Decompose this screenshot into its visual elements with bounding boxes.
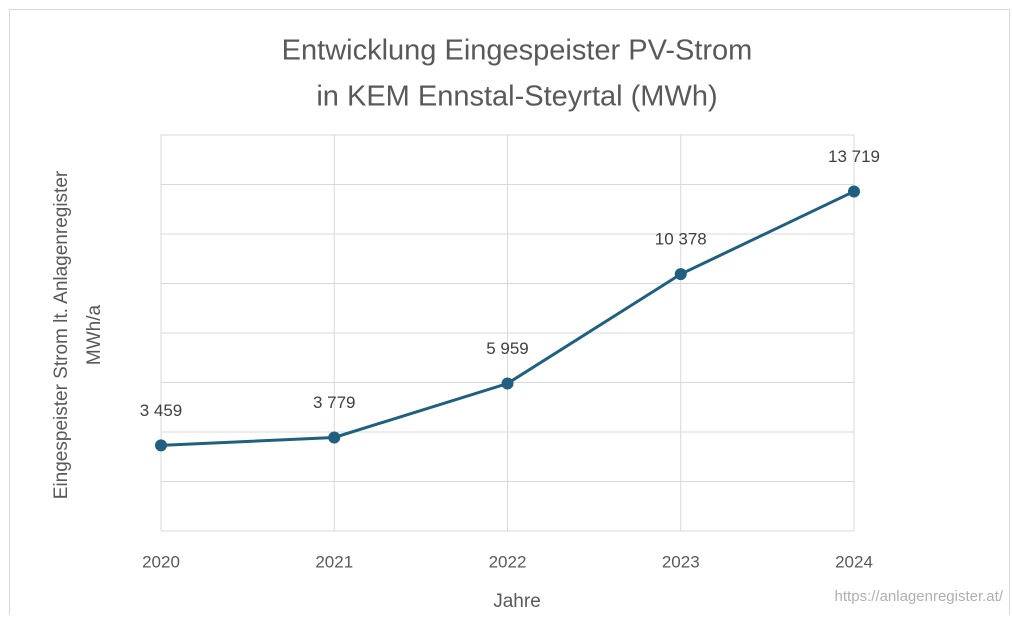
data-label: 3 459 xyxy=(140,401,183,420)
x-axis-label: Jahre xyxy=(493,591,541,612)
x-tick-label: 2021 xyxy=(315,552,353,571)
y-axis-label: Eingespeister Strom lt. Anlagenregister xyxy=(51,170,72,499)
chart-title: in KEM Ennstal-Steyrtal (MWh) xyxy=(316,81,717,113)
x-tick-label: 2020 xyxy=(142,552,180,571)
marker xyxy=(328,431,341,444)
x-tick-label: 2023 xyxy=(662,552,700,571)
x-tick-label: 2024 xyxy=(835,552,873,571)
data-label: 13 719 xyxy=(828,147,880,166)
source: https://anlagenregister.at/ xyxy=(835,588,1004,605)
data-label: 3 779 xyxy=(313,393,356,412)
marker xyxy=(674,268,687,281)
marker xyxy=(501,377,514,390)
marker xyxy=(848,185,860,198)
chart-title: Entwicklung Eingespeister PV-Strom xyxy=(282,35,753,67)
y-axis-label: MWh/a xyxy=(84,304,105,365)
chart-border xyxy=(9,9,1010,620)
x-tick-label: 2022 xyxy=(489,552,527,571)
marker xyxy=(155,439,167,452)
data-label: 10 378 xyxy=(655,230,707,249)
data-label: 5 959 xyxy=(486,339,529,358)
